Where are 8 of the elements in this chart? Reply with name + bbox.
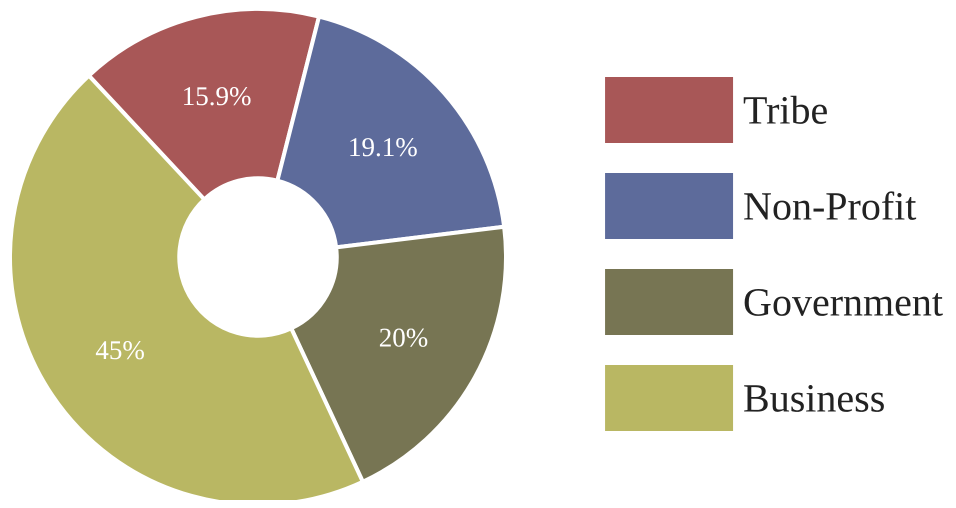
- legend-label: Business: [743, 376, 886, 420]
- data-label: 45%: [95, 335, 145, 366]
- legend-label: Non-Profit: [743, 184, 916, 228]
- legend-label: Government: [743, 280, 944, 324]
- data-label: 15.9%: [182, 80, 252, 111]
- legend-label: Tribe: [743, 88, 828, 132]
- data-label: 20%: [378, 322, 428, 353]
- data-label: 19.1%: [348, 132, 418, 162]
